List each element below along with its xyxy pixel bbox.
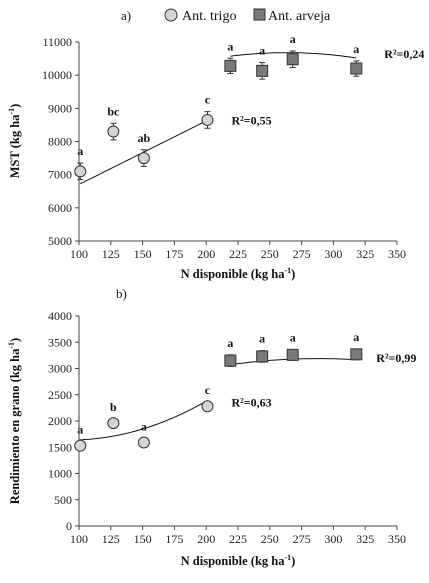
significance-letter: a (259, 332, 265, 346)
x-tick-label: 200 (197, 247, 215, 261)
data-point-arveja (256, 350, 269, 363)
y-tick-label: 7000 (48, 168, 72, 182)
x-tick-label: 150 (134, 532, 152, 546)
trend-line-arveja (230, 52, 357, 59)
r2-label: R²=0,55 (231, 113, 271, 127)
significance-letter: a (77, 144, 83, 158)
significance-letter: c (205, 93, 211, 107)
y-tick-label: 1000 (48, 467, 72, 481)
y-tick-label: 10000 (42, 68, 72, 82)
significance-letter: bc (107, 104, 120, 118)
r2-label: R²=0,63 (231, 395, 271, 409)
significance-letter: a (290, 331, 296, 345)
x-tick-label: 250 (261, 532, 279, 546)
significance-letter: b (110, 400, 117, 414)
significance-letter: a (77, 422, 83, 436)
r2-label: R²=0,24 (384, 47, 424, 61)
x-tick-label: 225 (229, 532, 247, 546)
data-point-trigo (201, 113, 214, 126)
y-tick-label: 2000 (48, 414, 72, 428)
x-tick-label: 150 (134, 247, 152, 261)
y-tick-label: 3000 (48, 362, 72, 376)
data-point-arveja (224, 59, 237, 72)
data-point-arveja (286, 348, 299, 361)
y-axis-title: MST (kg ha-1) (7, 104, 22, 179)
significance-letter: a (141, 419, 147, 433)
trend-line-trigo (80, 399, 208, 441)
x-axis-title: N disponible (kg ha-1) (181, 553, 296, 568)
y-tick-label: 8000 (48, 135, 72, 149)
x-tick-label: 250 (261, 247, 279, 261)
x-tick-label: 125 (102, 247, 120, 261)
ticks: 100 125 150 175 200 225 250 275 300 325 350 5000 600… (42, 35, 406, 261)
x-tick-label: 300 (324, 247, 342, 261)
y-tick-label: 3500 (48, 335, 72, 349)
significance-letter: a (353, 330, 359, 344)
data-point-arveja (350, 348, 363, 361)
x-tick-label: 125 (102, 532, 120, 546)
x-axis-title: N disponible (kg ha-1) (181, 266, 296, 281)
y-tick-label: 4000 (48, 309, 72, 323)
ticks: 100 125 150 175 200 225 250 275 300 325 3500500100… (48, 309, 406, 546)
x-tick-label: 200 (197, 532, 215, 546)
significance-letter: a (353, 42, 359, 56)
data-point-trigo (137, 436, 150, 449)
y-tick-label: 6000 (48, 201, 72, 215)
data-point-trigo (201, 400, 214, 413)
x-tick-label: 100 (70, 532, 88, 546)
x-tick-label: 325 (356, 247, 374, 261)
fit-lines: R²=0,55 R²=0,24 (80, 47, 424, 185)
x-tick-label: 225 (229, 247, 247, 261)
data-point-trigo (137, 152, 150, 165)
x-tick-label: 350 (388, 247, 406, 261)
significance-letter: ab (138, 131, 151, 145)
fit-lines: R²=0,63 R²=0,99 (80, 351, 416, 441)
legend: a) Ant. trigo Ant. arveja (121, 8, 331, 24)
chart-panel-a: 100 125 150 175 200 225 250 275 300 325 350 5000 600… (7, 32, 424, 281)
y-tick-label: 5000 (48, 234, 72, 248)
data-point-trigo (107, 125, 120, 138)
y-tick-label: 500 (54, 493, 72, 507)
x-tick-label: 300 (324, 532, 342, 546)
data-marks: a b a c a a a a (74, 330, 363, 452)
data-point-trigo (74, 165, 87, 178)
x-tick-label: 175 (165, 532, 183, 546)
y-tick-label: 0 (66, 519, 72, 533)
x-tick-label: 350 (388, 532, 406, 546)
data-point-trigo (107, 417, 120, 430)
data-point-arveja (256, 64, 269, 77)
significance-letter: a (227, 336, 233, 350)
significance-letter: a (227, 39, 233, 53)
data-point-arveja (224, 354, 237, 367)
r2-label: R²=0,99 (376, 351, 416, 365)
legend-label-trigo: Ant. trigo (182, 9, 236, 24)
y-tick-label: 9000 (48, 101, 72, 115)
y-tick-label: 11000 (42, 35, 72, 49)
data-point-arveja (350, 62, 363, 75)
x-tick-label: 275 (293, 532, 311, 546)
x-tick-label: 175 (165, 247, 183, 261)
y-tick-label: 2500 (48, 388, 72, 402)
y-tick-label: 1500 (48, 440, 72, 454)
significance-letter: a (290, 32, 296, 46)
y-axis-title: Rendimiento en grano (kg ha-1) (7, 338, 22, 504)
panel-label-b: b) (116, 286, 127, 301)
legend-marker-trigo (164, 8, 178, 22)
legend-label-arveja: Ant. arveja (268, 9, 331, 24)
significance-letter: c (205, 383, 211, 397)
x-tick-label: 325 (356, 532, 374, 546)
x-tick-label: 100 (70, 247, 88, 261)
data-point-arveja (286, 53, 299, 66)
x-tick-label: 275 (293, 247, 311, 261)
data-point-trigo (74, 439, 87, 452)
legend-marker-arveja (253, 8, 266, 21)
panel-label-a: a) (121, 8, 131, 23)
significance-letter: a (259, 44, 265, 58)
chart-panel-b: 100 125 150 175 200 225 250 275 300 325 3500500100… (7, 309, 416, 568)
